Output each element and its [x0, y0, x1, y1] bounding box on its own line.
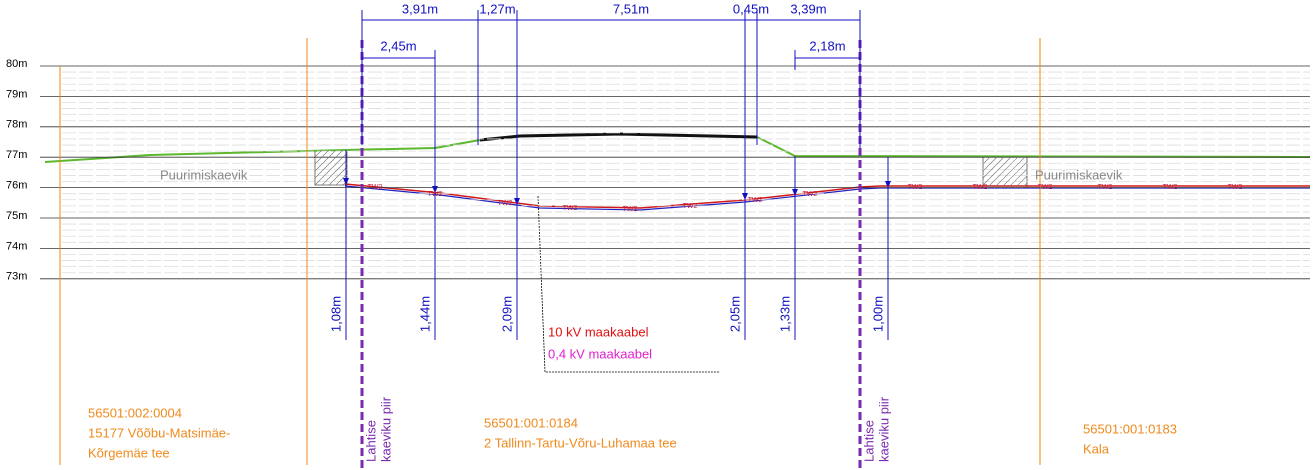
cable-10kv — [344, 183, 1310, 209]
cable-marker: TW2 — [1098, 184, 1113, 191]
elevation-label: 74m — [6, 240, 27, 252]
elevation-label: 77m — [6, 149, 27, 161]
dimension-label: 2,18m — [809, 38, 845, 53]
dimension-label: 1,27m — [479, 1, 515, 16]
pit-hatch — [314, 149, 330, 165]
depth-arrow — [792, 189, 798, 196]
pit-hatch — [982, 156, 1012, 186]
cable-marker: TW2 — [748, 197, 763, 204]
cable-marker: TW2 — [428, 191, 443, 198]
boundary-label: kaeviku piir — [876, 396, 891, 462]
depth-label: 1,00m — [870, 296, 885, 332]
depth-arrow — [514, 198, 520, 205]
pit-hatch — [1007, 168, 1028, 189]
dimension-label: 2,45m — [380, 38, 416, 53]
pit-hatch — [1021, 182, 1028, 189]
cable-marker: TW2 — [1228, 184, 1243, 191]
cable-marker: TW2 — [1163, 184, 1178, 191]
cable-marker: TW2 — [623, 206, 638, 213]
depth-label: 2,05m — [727, 296, 742, 332]
cable-marker: TW2 — [368, 184, 383, 191]
depth-label: 1,44m — [417, 296, 432, 332]
pit-hatch — [321, 159, 348, 186]
cable-marker: TW2 — [803, 191, 818, 198]
pit-hatch — [314, 149, 337, 172]
cable-marker: TW2 — [683, 203, 698, 210]
legend-04kv: 0,4 kV maakaabel — [548, 346, 652, 361]
pit-hatch — [982, 156, 991, 165]
elevation-label: 75m — [6, 210, 27, 222]
dimension-label: 0,45m — [733, 1, 769, 16]
pit-hatch — [1014, 175, 1028, 189]
road-surface — [479, 132, 758, 142]
depth-arrow — [742, 193, 748, 200]
depth-label: 1,33m — [777, 296, 792, 332]
pit-hatch — [314, 152, 348, 186]
pit-label: Puurimiskaevik — [1035, 167, 1123, 182]
elevation-label: 73m — [6, 271, 27, 283]
ground-line — [756, 136, 1311, 158]
cable-marker: TW2 — [908, 184, 923, 191]
dimension-label: 3,39m — [790, 1, 826, 16]
depth-label: 1,08m — [328, 296, 343, 332]
pit-hatch — [328, 166, 348, 186]
elevation-label: 78m — [6, 119, 27, 131]
pit-hatch — [993, 156, 1026, 189]
parcel-label: Kala — [1083, 441, 1110, 456]
pit-hatch — [335, 173, 348, 186]
parcel-label: 56501:002:0004 — [88, 405, 182, 420]
parcel-label: 2 Tallinn-Tartu-Võru-Luhamaa tee — [484, 435, 677, 450]
elevation-label: 79m — [6, 88, 27, 100]
boundary-label: Lahtise — [861, 420, 876, 462]
depth-arrow — [885, 181, 891, 188]
depth-arrow — [432, 186, 438, 193]
depth-label: 2,09m — [499, 296, 514, 332]
cable-marker: TW2 — [973, 184, 988, 191]
parcel-label: Kõrgemäe tee — [88, 445, 170, 460]
parcel-label: 15177 Võõbu-Matsimäe- — [88, 425, 230, 440]
legend-10kv: 10 kV maakaabel — [548, 324, 649, 339]
elevation-label: 76m — [6, 180, 27, 192]
boundary-label: Lahtise — [363, 420, 378, 462]
pit-hatch — [314, 149, 323, 158]
cable-marker: TW2 — [1038, 184, 1053, 191]
pit-hatch — [314, 149, 344, 179]
parcel-label: 56501:001:0183 — [1083, 421, 1177, 436]
boundary-label: kaeviku piir — [378, 396, 393, 462]
dimension-label: 7,51m — [613, 1, 649, 16]
cable-marker: TW2 — [498, 200, 513, 207]
parcel-label: 56501:001:0184 — [484, 415, 578, 430]
dimension-label: 3,91m — [402, 1, 438, 16]
pit-label: Puurimiskaevik — [160, 167, 248, 182]
elevation-label: 80m — [6, 58, 27, 70]
pit-hatch — [986, 156, 1019, 189]
pit-hatch — [982, 156, 1005, 179]
cable-marker: TW2 — [563, 205, 578, 212]
pit-hatch — [1000, 161, 1028, 189]
depth-arrow — [343, 178, 349, 185]
pit-hatch — [982, 156, 998, 172]
